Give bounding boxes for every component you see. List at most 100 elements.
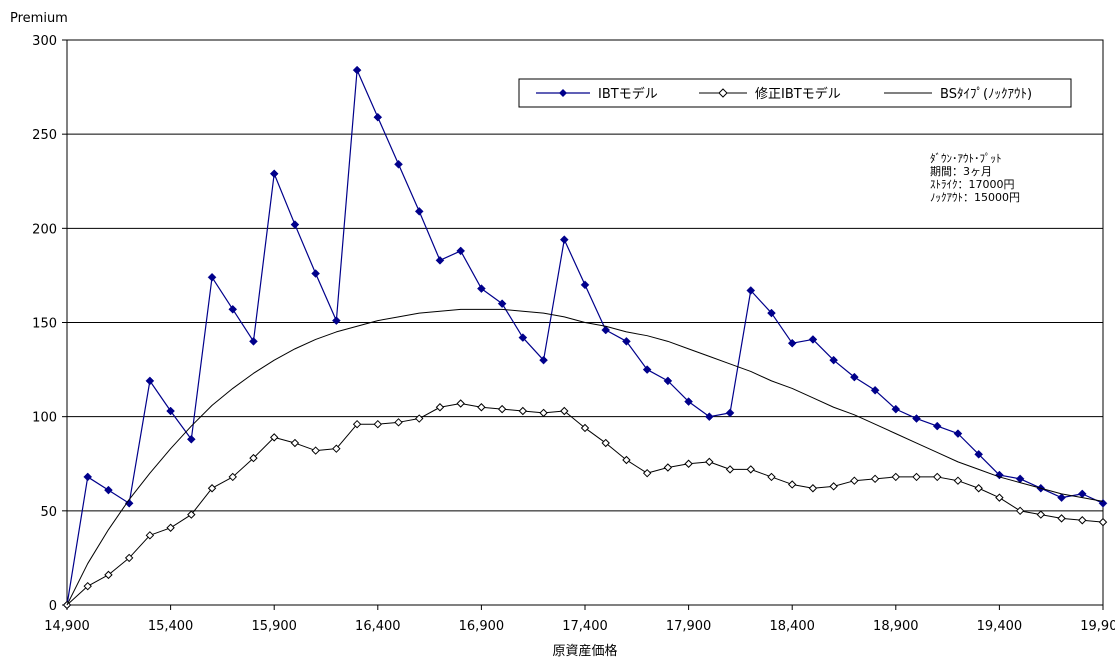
x-tick-label: 18,900 xyxy=(873,619,919,634)
series-0-point xyxy=(83,472,93,482)
series-1-point xyxy=(207,484,217,493)
x-tick-label: 17,900 xyxy=(666,619,712,634)
series-1-point xyxy=(456,399,465,408)
series-1-point xyxy=(808,484,818,493)
series-1-point xyxy=(539,408,548,418)
series-0-point xyxy=(352,65,362,75)
y-axis-label: Premium xyxy=(10,11,68,26)
series-0-point xyxy=(642,365,652,374)
x-tick-label: 19,400 xyxy=(977,619,1023,634)
series-1-point xyxy=(477,403,486,412)
series-1-point xyxy=(435,403,445,412)
series-1-point xyxy=(415,414,424,423)
series-1-point xyxy=(394,418,403,427)
series-0-point xyxy=(290,220,300,229)
series-1-point xyxy=(373,419,383,429)
series-1-point xyxy=(642,468,652,478)
legend-marker-modified-ibt xyxy=(718,88,728,98)
y-tick-label: 200 xyxy=(32,222,57,237)
series-1-point xyxy=(187,510,196,519)
grid-lines xyxy=(67,133,1103,512)
series-1-point xyxy=(601,438,610,448)
series-1-point xyxy=(269,433,279,442)
x-tick-label: 16,900 xyxy=(459,619,505,634)
series-1-point xyxy=(124,553,134,563)
series-1-point xyxy=(767,472,776,482)
x-tick-label: 17,400 xyxy=(562,619,608,634)
series-0-point xyxy=(808,335,818,344)
series-1-point xyxy=(912,472,921,482)
y-tick-label: 300 xyxy=(32,34,57,49)
series-0-point xyxy=(891,404,901,414)
series-0-point xyxy=(477,284,486,293)
series-0-point xyxy=(932,421,942,431)
series-0-point xyxy=(311,269,320,278)
series-1-point xyxy=(684,459,693,468)
series-0-point xyxy=(207,272,217,282)
series-0-point xyxy=(704,412,714,422)
legend-label-ibt: IBTモデル xyxy=(598,86,658,102)
series-1-point xyxy=(83,581,92,591)
series-0-point xyxy=(601,325,611,335)
series-0-point xyxy=(767,308,776,318)
series-line-2 xyxy=(66,308,1104,606)
annotation-line-1: ﾀﾞｳﾝ･ｱｳﾄ･ﾌﾟｯﾄ xyxy=(930,152,1002,165)
annotation-line-2: 期間：3ヶ月 xyxy=(930,165,992,178)
series-0-point xyxy=(394,159,403,169)
series-0-point xyxy=(787,338,797,348)
axes: 0 50 100 150 200 250 300 14,900 15,400 15,900 16,4… xyxy=(32,34,1115,634)
legend-label-modified-ibt: 修正IBTモデル xyxy=(755,86,841,102)
series-0-point xyxy=(912,414,921,423)
series-1-point xyxy=(622,455,631,465)
series-1-point xyxy=(891,472,901,482)
series-1-point xyxy=(1057,514,1066,523)
series-0-point xyxy=(539,355,548,365)
series-0-point xyxy=(663,376,673,386)
series-0-point xyxy=(228,304,238,314)
series-0-point xyxy=(269,169,279,179)
series-1-point xyxy=(311,446,320,455)
series-1-point xyxy=(497,404,507,414)
series-0-point xyxy=(829,355,838,365)
series-1-point xyxy=(228,472,237,482)
series-0-point xyxy=(435,255,445,265)
series-0-point xyxy=(559,235,569,244)
series-1-point xyxy=(995,493,1004,502)
series-1-point xyxy=(933,472,942,482)
y-tick-label: 50 xyxy=(40,505,57,520)
series-0-point xyxy=(497,299,507,309)
x-tick-label: 14,900 xyxy=(44,619,90,634)
series-0-point xyxy=(145,376,155,386)
x-tick-label: 18,400 xyxy=(769,619,815,634)
series-0-point xyxy=(953,429,963,438)
series-0-point xyxy=(974,449,984,459)
series-0-point xyxy=(746,286,756,295)
series-0-point xyxy=(124,498,134,508)
series-0-point xyxy=(186,434,196,444)
y-tick-label: 150 xyxy=(32,317,57,332)
legend: IBTモデル 修正IBTモデル BSﾀｲﾌﾟ(ﾉｯｸｱｳﾄ) xyxy=(518,78,1072,108)
legend-box xyxy=(518,78,1072,108)
series-1-point xyxy=(850,476,859,485)
series-1-point xyxy=(705,457,714,467)
annotation: ﾀﾞｳﾝ･ｱｳﾄ･ﾌﾟｯﾄ 期間：3ヶ月 ｽﾄﾗｲｸ：17000円 ﾉｯｸｱｳﾄ… xyxy=(930,152,1020,204)
series-0-point xyxy=(1057,493,1066,503)
series-0-point xyxy=(580,280,590,290)
series-0-point xyxy=(725,408,735,418)
annotation-line-4: ﾉｯｸｱｳﾄ：15000円 xyxy=(930,191,1020,204)
series-1-point xyxy=(725,465,735,474)
series-0-point xyxy=(373,112,383,122)
series-1-point xyxy=(560,406,569,416)
x-axis-label: 原資産価格 xyxy=(552,643,617,659)
series-1-point xyxy=(352,419,362,429)
legend-label-bs: BSﾀｲﾌﾟ(ﾉｯｸｱｳﾄ) xyxy=(940,87,1032,102)
series-1-point xyxy=(1078,516,1087,525)
series-1-point xyxy=(953,476,963,485)
series-1-point xyxy=(870,474,880,484)
series-0-point xyxy=(518,333,528,342)
series-1-point xyxy=(1015,506,1025,516)
series-0-point xyxy=(870,385,880,395)
series-1-point xyxy=(829,482,838,491)
series-0-point xyxy=(249,336,258,346)
